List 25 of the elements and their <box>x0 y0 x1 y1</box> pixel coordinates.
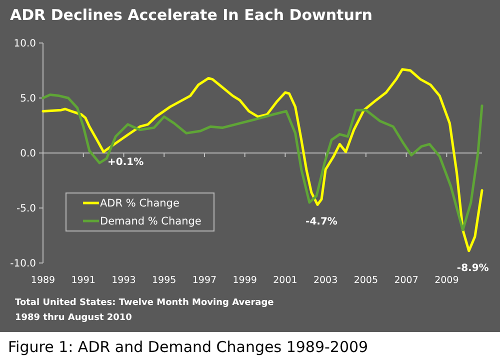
x-tick-label: 2009 <box>434 275 459 286</box>
x-tick-label: 1993 <box>112 275 136 286</box>
x-tick-label: 2003 <box>313 275 338 286</box>
annotation: +0.1% <box>107 156 144 168</box>
x-tick-label: 2001 <box>273 275 298 286</box>
y-tick-label: -5.0 <box>16 204 36 214</box>
x-tick-label: 1997 <box>192 275 217 286</box>
legend-label: ADR % Change <box>100 198 180 210</box>
y-tick-label: -10.0 <box>10 258 36 270</box>
caption: Figure 1: ADR and Demand Changes 1989-2009 <box>8 338 368 356</box>
y-tick-label: 0.0 <box>20 148 36 160</box>
x-tick-label: 1995 <box>152 275 176 286</box>
chart-title: ADR Declines Accelerate In Each Downturn <box>10 6 372 24</box>
text: Total United States: Twelve Month Moving Average <box>15 298 274 308</box>
x-tick-label: 1999 <box>232 275 257 286</box>
y-tick-label: 10.0 <box>14 38 36 50</box>
x-tick-label: 1991 <box>71 275 96 286</box>
x-tick-label: 1989 <box>30 275 56 286</box>
x-tick-label: 2007 <box>394 275 418 286</box>
annotation: -8.9% <box>456 262 489 274</box>
text: 1989 thru August 2010 <box>15 313 132 323</box>
y-tick-label: 5.0 <box>20 94 36 104</box>
legend-label: Demand % Change <box>100 216 202 228</box>
annotation: -4.7% <box>306 216 338 228</box>
x-tick-label: 2005 <box>354 275 378 286</box>
